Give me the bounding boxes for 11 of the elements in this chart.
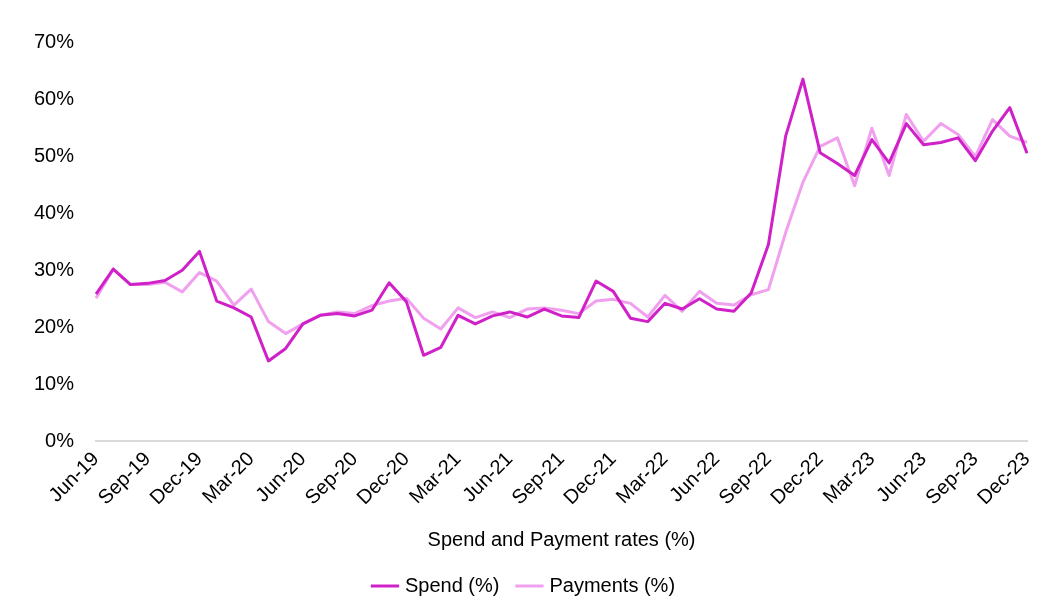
y-tick-label: 10% [34, 371, 75, 394]
y-tick-label: 0% [45, 428, 75, 451]
legend-label: Spend (%) [404, 573, 500, 596]
y-tick-label: 20% [34, 314, 75, 337]
x-axis-title: Spend and Payment rates (%) [427, 527, 696, 550]
y-tick-label: 70% [34, 29, 75, 52]
legend-label: Payments (%) [549, 573, 676, 596]
y-tick-label: 50% [34, 143, 75, 166]
y-tick-label: 40% [34, 200, 75, 223]
y-tick-label: 60% [34, 86, 75, 109]
y-tick-label: 30% [34, 257, 75, 280]
